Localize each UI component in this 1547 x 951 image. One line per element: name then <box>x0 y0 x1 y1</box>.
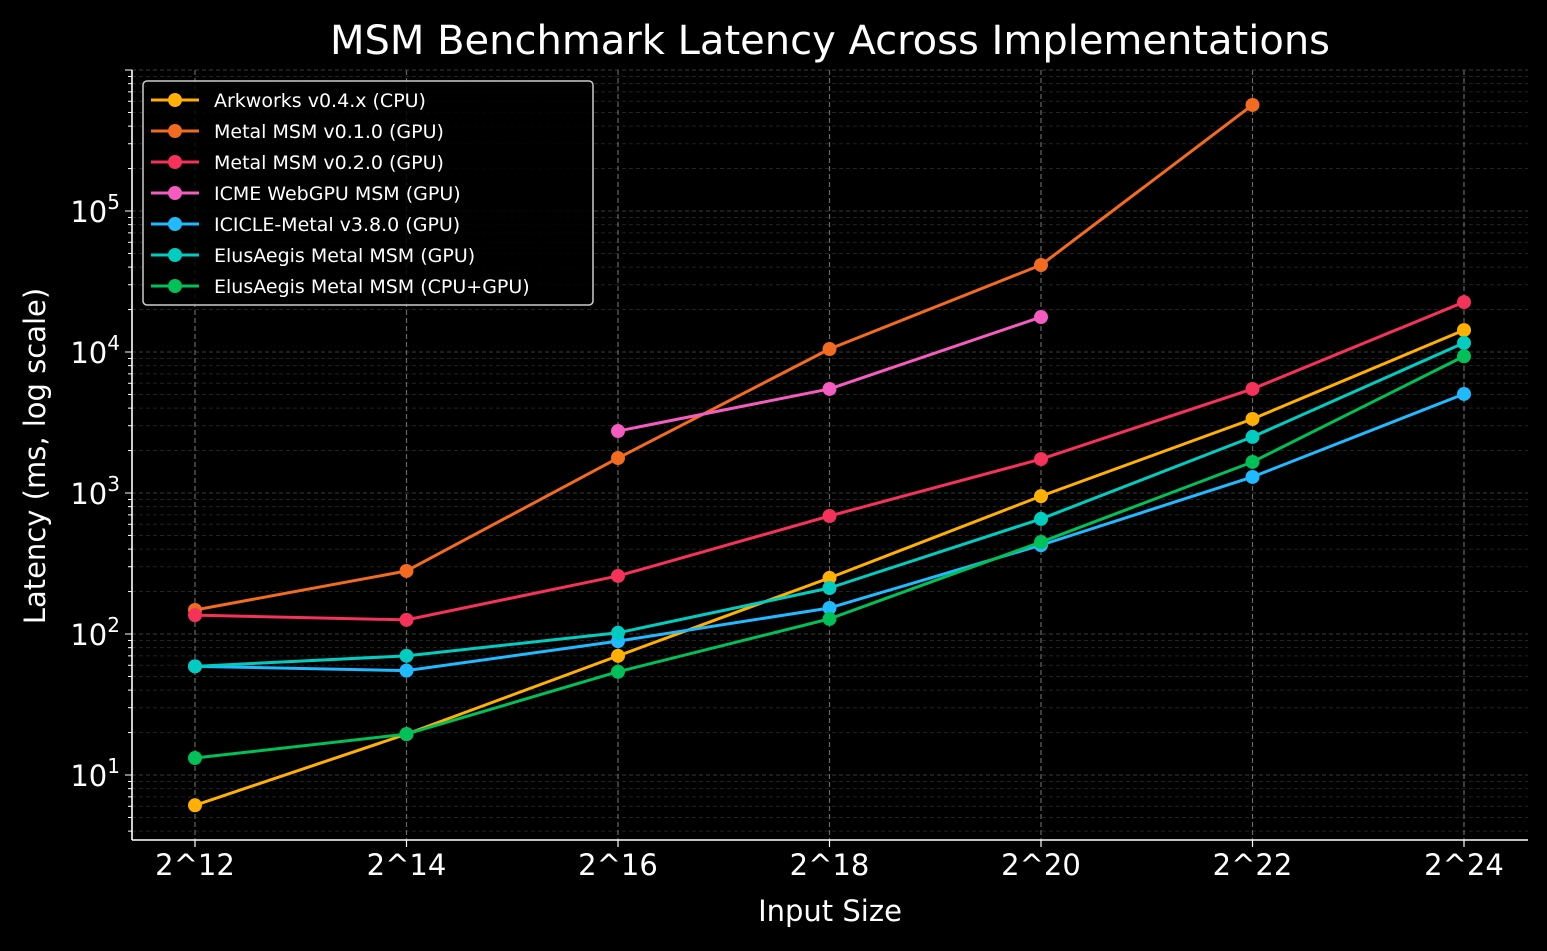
data-point <box>822 381 837 396</box>
data-point <box>1034 535 1048 550</box>
data-point <box>822 570 837 585</box>
legend-marker <box>168 279 182 293</box>
y-tick-label: 105 <box>70 190 120 229</box>
data-point <box>1034 310 1048 325</box>
legend-marker <box>168 93 182 107</box>
x-tick-label: 2^24 <box>1424 848 1504 882</box>
legend-marker <box>168 124 182 138</box>
data-point <box>1245 469 1260 484</box>
legend-label: Arkworks v0.4.x (CPU) <box>214 90 426 112</box>
chart-title: MSM Benchmark Latency Across Implementat… <box>330 18 1330 64</box>
legend-label: ElusAegis Metal MSM (CPU+GPU) <box>214 276 530 298</box>
data-point <box>822 508 837 523</box>
series-1 <box>188 97 1260 617</box>
y-tick-label: 102 <box>70 613 120 652</box>
data-point <box>1457 386 1471 401</box>
x-tick-label: 2^20 <box>1001 848 1081 882</box>
series-layer <box>188 97 1471 813</box>
data-point <box>1245 381 1260 396</box>
data-point <box>399 612 414 627</box>
data-point <box>188 798 202 813</box>
x-tick-label: 2^14 <box>367 848 447 882</box>
data-point <box>611 648 625 663</box>
data-point <box>1245 454 1260 469</box>
legend-marker <box>168 217 182 231</box>
legend-label: Metal MSM v0.1.0 (GPU) <box>214 121 444 143</box>
legend-label: ElusAegis Metal MSM (GPU) <box>214 245 475 267</box>
y-axis-label: Latency (ms, log scale) <box>18 288 52 624</box>
series-3 <box>611 310 1048 439</box>
data-point <box>611 664 625 679</box>
data-point <box>399 663 414 678</box>
legend-marker <box>168 248 182 262</box>
y-tick-label: 101 <box>70 754 120 793</box>
data-point <box>611 424 625 439</box>
data-point <box>1034 511 1048 526</box>
data-point <box>1457 335 1471 350</box>
data-point <box>1245 411 1260 426</box>
data-point <box>1457 323 1471 338</box>
legend-label: ICICLE-Metal v3.8.0 (GPU) <box>214 214 460 236</box>
legend-label: Metal MSM v0.2.0 (GPU) <box>214 152 444 174</box>
data-point <box>611 625 625 640</box>
data-point <box>399 727 414 742</box>
series-line <box>194 392 1465 673</box>
data-point <box>1457 295 1471 310</box>
legend-marker <box>168 155 182 169</box>
legend: Arkworks v0.4.x (CPU) Metal MSM v0.1.0 (G… <box>142 80 594 306</box>
x-tick-label: 2^22 <box>1213 848 1293 882</box>
data-point <box>822 611 837 626</box>
axes: 2^12 2^14 2^16 2^18 2^20 2^22 2^24 101 102 103 104… <box>70 69 1528 882</box>
series-5 <box>188 335 1471 674</box>
data-point <box>822 600 837 615</box>
legend-box <box>142 80 594 306</box>
data-point <box>822 342 837 357</box>
data-point <box>188 751 202 766</box>
data-point <box>188 659 202 674</box>
series-6 <box>188 349 1471 766</box>
data-point <box>188 608 202 623</box>
y-tick-label: 104 <box>70 331 120 370</box>
x-tick-label: 2^12 <box>155 848 235 882</box>
x-axis-label: Input Size <box>758 894 902 928</box>
y-tick-label: 103 <box>70 472 120 511</box>
x-tick-label: 2^18 <box>790 848 870 882</box>
data-point <box>1034 452 1048 467</box>
legend-marker <box>168 186 182 200</box>
data-point <box>1034 489 1048 504</box>
data-point <box>1034 258 1048 273</box>
data-point <box>399 563 414 578</box>
data-point <box>611 451 625 466</box>
data-point <box>822 580 837 595</box>
data-point <box>1457 349 1471 364</box>
data-point <box>1245 97 1260 112</box>
data-point <box>1245 429 1260 444</box>
data-point <box>611 568 625 583</box>
grid <box>132 69 1528 840</box>
x-tick-label: 2^16 <box>578 848 658 882</box>
series-line <box>194 103 1254 612</box>
series-2 <box>188 295 1471 627</box>
data-point <box>399 648 414 663</box>
legend-label: ICME WebGPU MSM (GPU) <box>214 183 461 205</box>
